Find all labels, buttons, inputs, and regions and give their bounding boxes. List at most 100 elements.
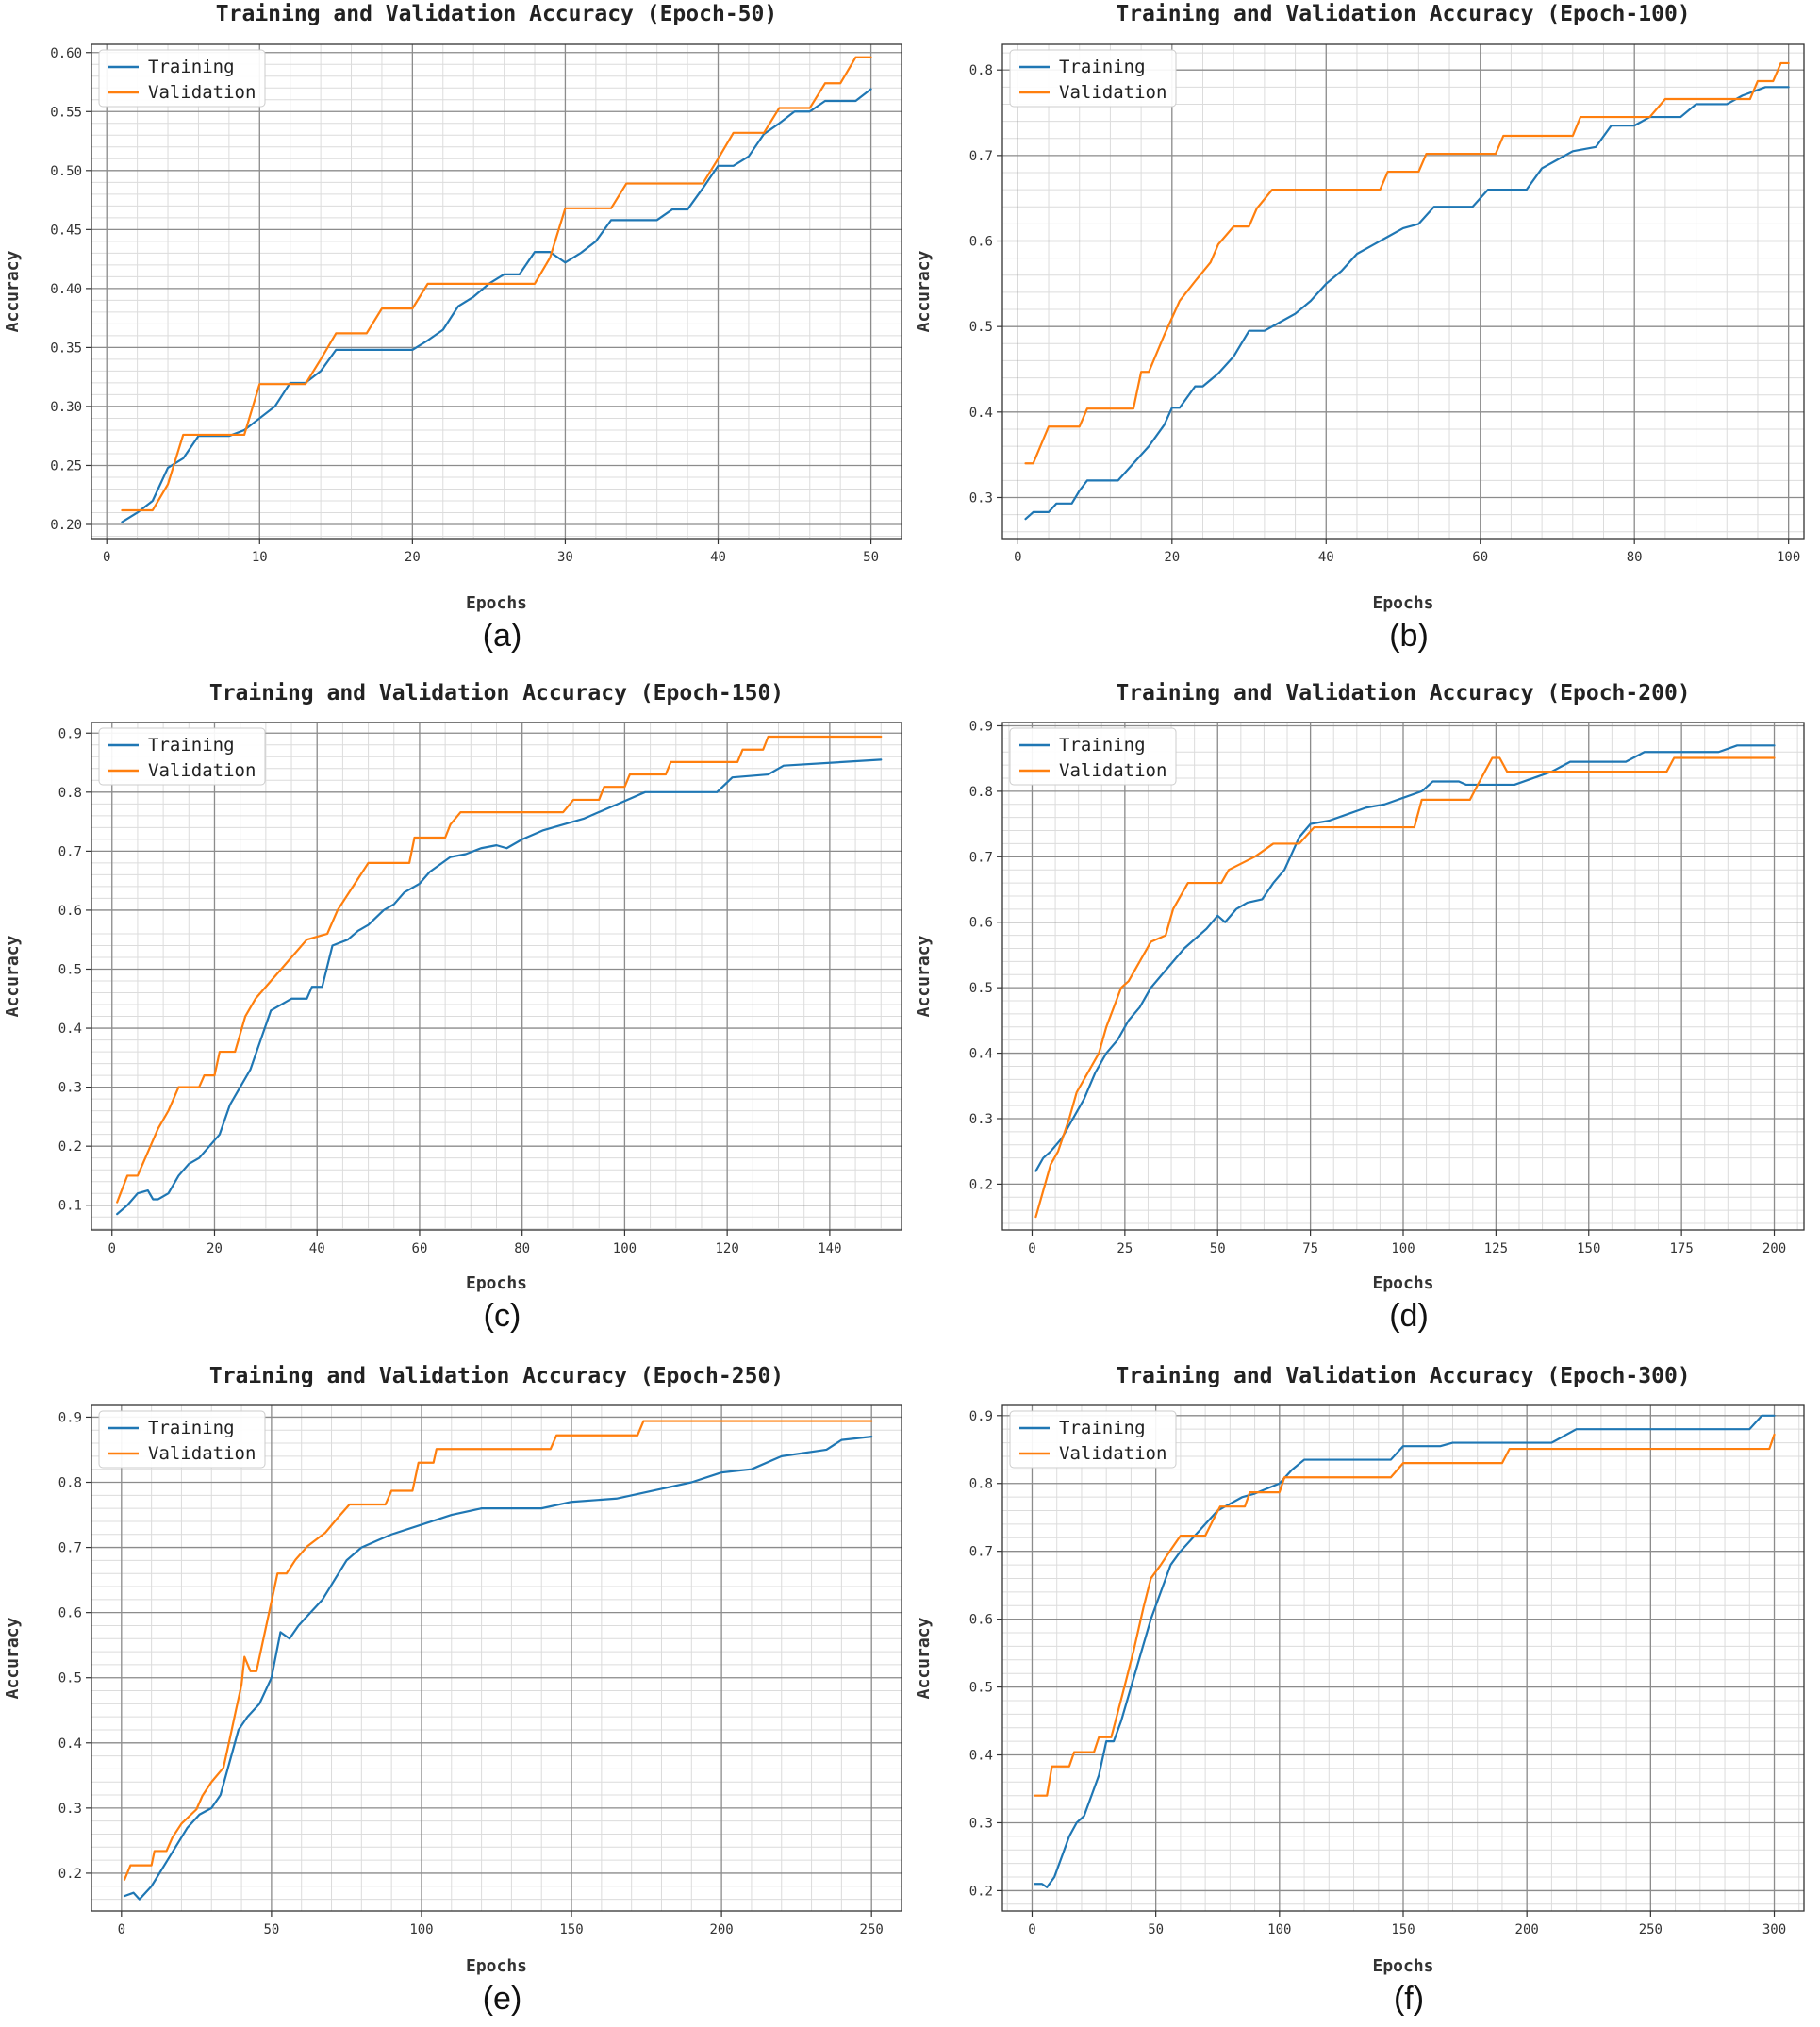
x-tick-label: 20 [207,1241,223,1256]
x-tick-label: 0 [108,1241,116,1256]
x-axis-label: Epochs [466,1956,527,1976]
y-tick-label: 0.25 [50,458,82,474]
x-tick-label: 50 [1210,1241,1226,1256]
y-tick-label: 0.5 [58,962,82,977]
y-tick-label: 0.40 [50,282,82,297]
y-tick-label: 0.8 [969,1477,993,1492]
y-tick-label: 0.4 [969,1749,993,1764]
y-tick-label: 0.6 [58,904,82,919]
legend-box [98,1410,266,1469]
legend-label-training: Training [1059,1418,1146,1438]
x-tick-label: 80 [514,1241,530,1256]
series-line-validation [1034,756,1776,1219]
y-tick-label: 0.8 [969,63,993,78]
x-tick-label: 100 [613,1241,637,1256]
panel-caption: (b) [1389,618,1429,654]
y-tick-label: 0.3 [969,490,993,506]
series-line-training [123,1436,873,1901]
chart-title: Training and Validation Accuracy (Epoch-… [216,2,777,26]
panel-caption: (c) [484,1298,521,1334]
chart-title: Training and Validation Accuracy (Epoch-… [1116,2,1690,26]
legend: Training Validation [1009,1410,1177,1469]
y-tick-label: 0.4 [969,406,993,421]
x-tick-label: 60 [1472,550,1488,565]
legend-box [98,727,266,786]
legend-label-validation: Validation [1059,82,1166,103]
legend-box [98,49,266,108]
y-tick-label: 0.4 [58,1022,82,1037]
chart-panel-f: 0 50 100 150 200 250 300 0.2 0.3 0.4 0.5 0.6 0.7 0.8 0… [914,1364,1805,2017]
axes-frame [91,43,902,540]
grid [91,1405,902,1911]
legend-label-training: Training [148,1418,235,1438]
legend: Training Validation [98,49,266,108]
y-tick-label: 0.3 [969,1112,993,1127]
y-tick-label: 0.6 [969,235,993,250]
y-axis-label: Accuracy [914,250,934,332]
x-tick-label: 100 [1777,550,1800,565]
x-tick-label: 60 [412,1241,428,1256]
y-axis-label: Accuracy [914,1617,934,1699]
x-tick-label: 80 [1627,550,1643,565]
x-axis-label: Epochs [1372,1273,1433,1293]
x-tick-label: 175 [1669,1241,1693,1256]
x-tick-label: 100 [1267,1922,1291,1937]
y-tick-label: 0.7 [58,844,82,859]
y-tick-label: 0.5 [969,981,993,996]
series-line-training [116,758,883,1216]
y-tick-label: 0.9 [58,726,82,741]
y-tick-label: 0.30 [50,400,82,415]
y-tick-label: 0.7 [969,149,993,164]
y-tick-label: 0.50 [50,164,82,179]
x-tick-label: 100 [1391,1241,1415,1256]
x-tick-label: 120 [716,1241,739,1256]
x-tick-label: 300 [1762,1922,1786,1937]
chart-panel-c: 0 20 40 60 80 100 120 140 0.1 0.2 0.3 0.4 0.5 0.6 0.7 0… [3,681,902,1334]
x-tick-label: 30 [557,550,573,565]
x-axis-label: Epochs [466,593,527,613]
y-tick-label: 0.8 [969,785,993,800]
y-tick-label: 0.1 [58,1199,82,1214]
x-tick-label: 250 [1639,1922,1663,1937]
y-tick-label: 0.7 [58,1541,82,1556]
x-tick-label: 150 [1391,1922,1415,1937]
x-tick-label: 125 [1484,1241,1508,1256]
legend-box [1009,49,1177,108]
x-tick-label: 0 [1014,550,1021,565]
y-tick-label: 0.3 [969,1816,993,1831]
x-tick-label: 40 [309,1241,325,1256]
x-tick-label: 150 [559,1922,583,1937]
chart-title: Training and Validation Accuracy (Epoch-… [209,681,784,706]
legend: Training Validation [98,1410,266,1469]
y-tick-label: 0.8 [58,1476,82,1491]
y-tick-label: 0.20 [50,518,82,533]
y-tick-label: 0.7 [969,850,993,865]
y-tick-label: 0.2 [58,1867,82,1882]
legend-label-training: Training [148,735,235,756]
x-axis-label: Epochs [466,1273,527,1293]
legend-label-validation: Validation [148,1443,256,1464]
y-tick-label: 0.9 [58,1410,82,1425]
x-tick-label: 50 [863,550,879,565]
y-tick-label: 0.8 [58,786,82,801]
panel-caption: (a) [483,618,522,654]
axes-frame [91,722,902,1231]
y-axis-label: Accuracy [3,935,23,1017]
panel-caption: (d) [1389,1298,1429,1334]
panel-caption: (f) [1394,1981,1424,2017]
series-line-validation [123,1420,873,1881]
y-tick-label: 0.5 [58,1671,82,1686]
axes-frame [1001,43,1805,540]
x-tick-label: 0 [103,550,110,565]
series-line-training [1034,744,1776,1172]
y-tick-label: 0.2 [58,1139,82,1155]
axes-frame [91,1404,902,1912]
legend-label-validation: Validation [1059,1443,1166,1464]
plot-area [91,44,902,539]
x-tick-label: 40 [1318,550,1334,565]
chart-title: Training and Validation Accuracy (Epoch-… [209,1364,784,1388]
y-tick-label: 0.7 [969,1545,993,1560]
series-line-validation [116,735,883,1204]
y-tick-label: 0.3 [58,1802,82,1817]
